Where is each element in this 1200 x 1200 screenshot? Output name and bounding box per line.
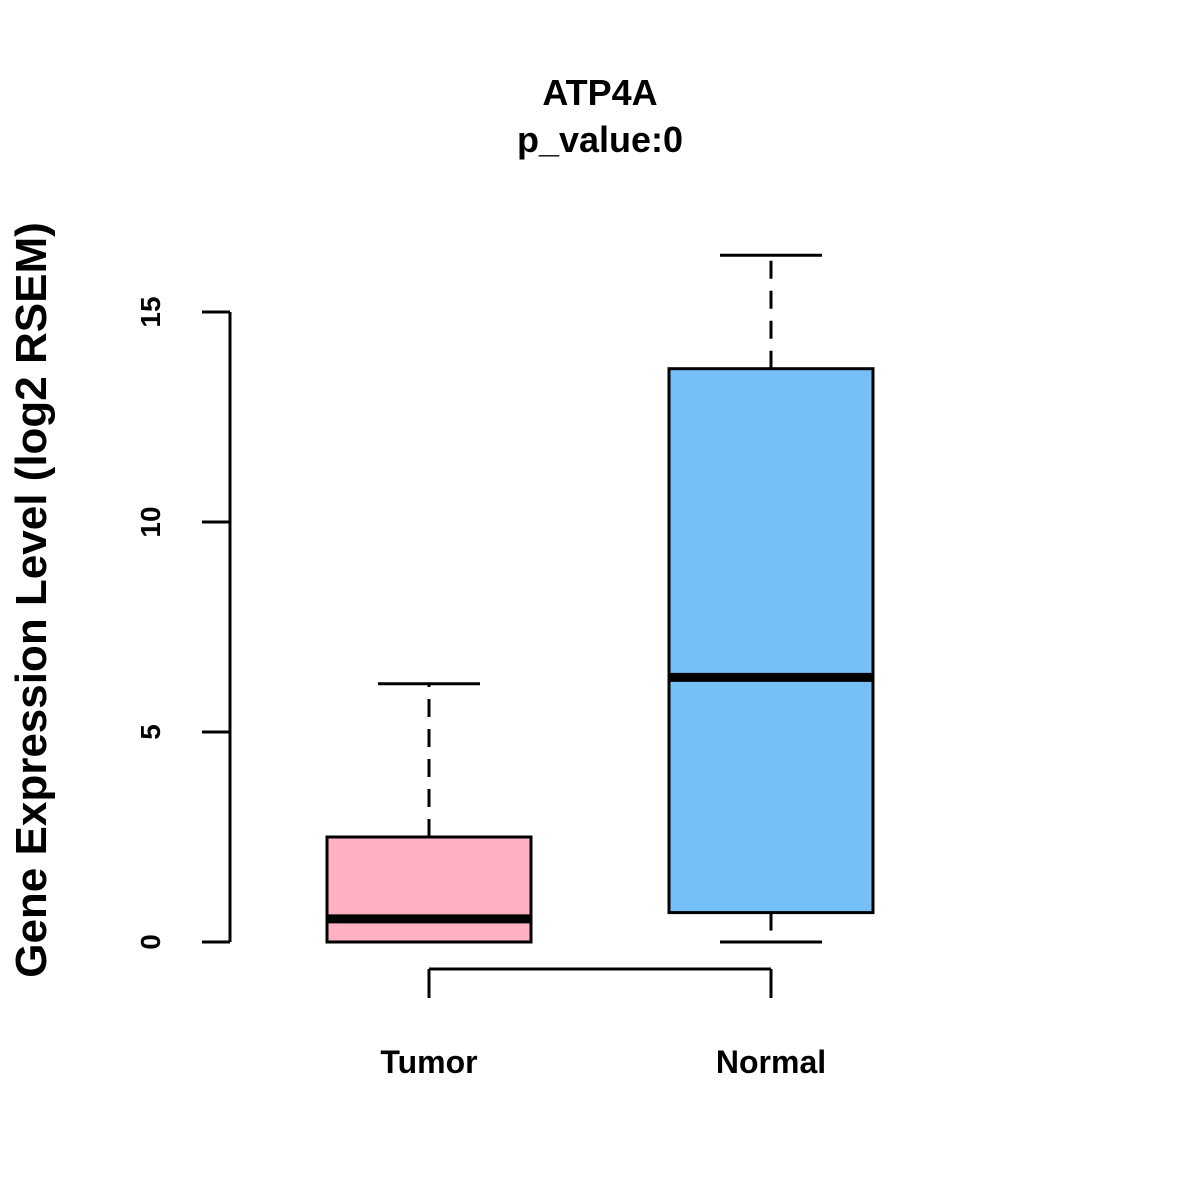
y-axis-label: Gene Expression Level (log2 RSEM) <box>7 222 56 978</box>
y-tick-label: 5 <box>135 724 166 740</box>
category-label-normal: Normal <box>716 1044 826 1080</box>
y-tick-label: 15 <box>135 296 166 327</box>
y-tick-label: 0 <box>135 934 166 950</box>
box-body <box>667 367 875 915</box>
chart-subtitle: p_value:0 <box>517 119 683 160</box>
boxes-layer <box>325 253 875 944</box>
category-label-tumor: Tumor <box>380 1044 477 1080</box>
comparison-bracket <box>427 967 773 998</box>
box-normal <box>667 253 875 944</box>
box-tumor <box>325 682 533 944</box>
category-labels: Tumor Normal <box>380 1044 826 1080</box>
y-tick-label: 10 <box>135 506 166 537</box>
chart-title: ATP4A <box>542 72 657 113</box>
y-axis: 0 5 10 15 <box>135 296 232 950</box>
box-body <box>325 835 533 944</box>
